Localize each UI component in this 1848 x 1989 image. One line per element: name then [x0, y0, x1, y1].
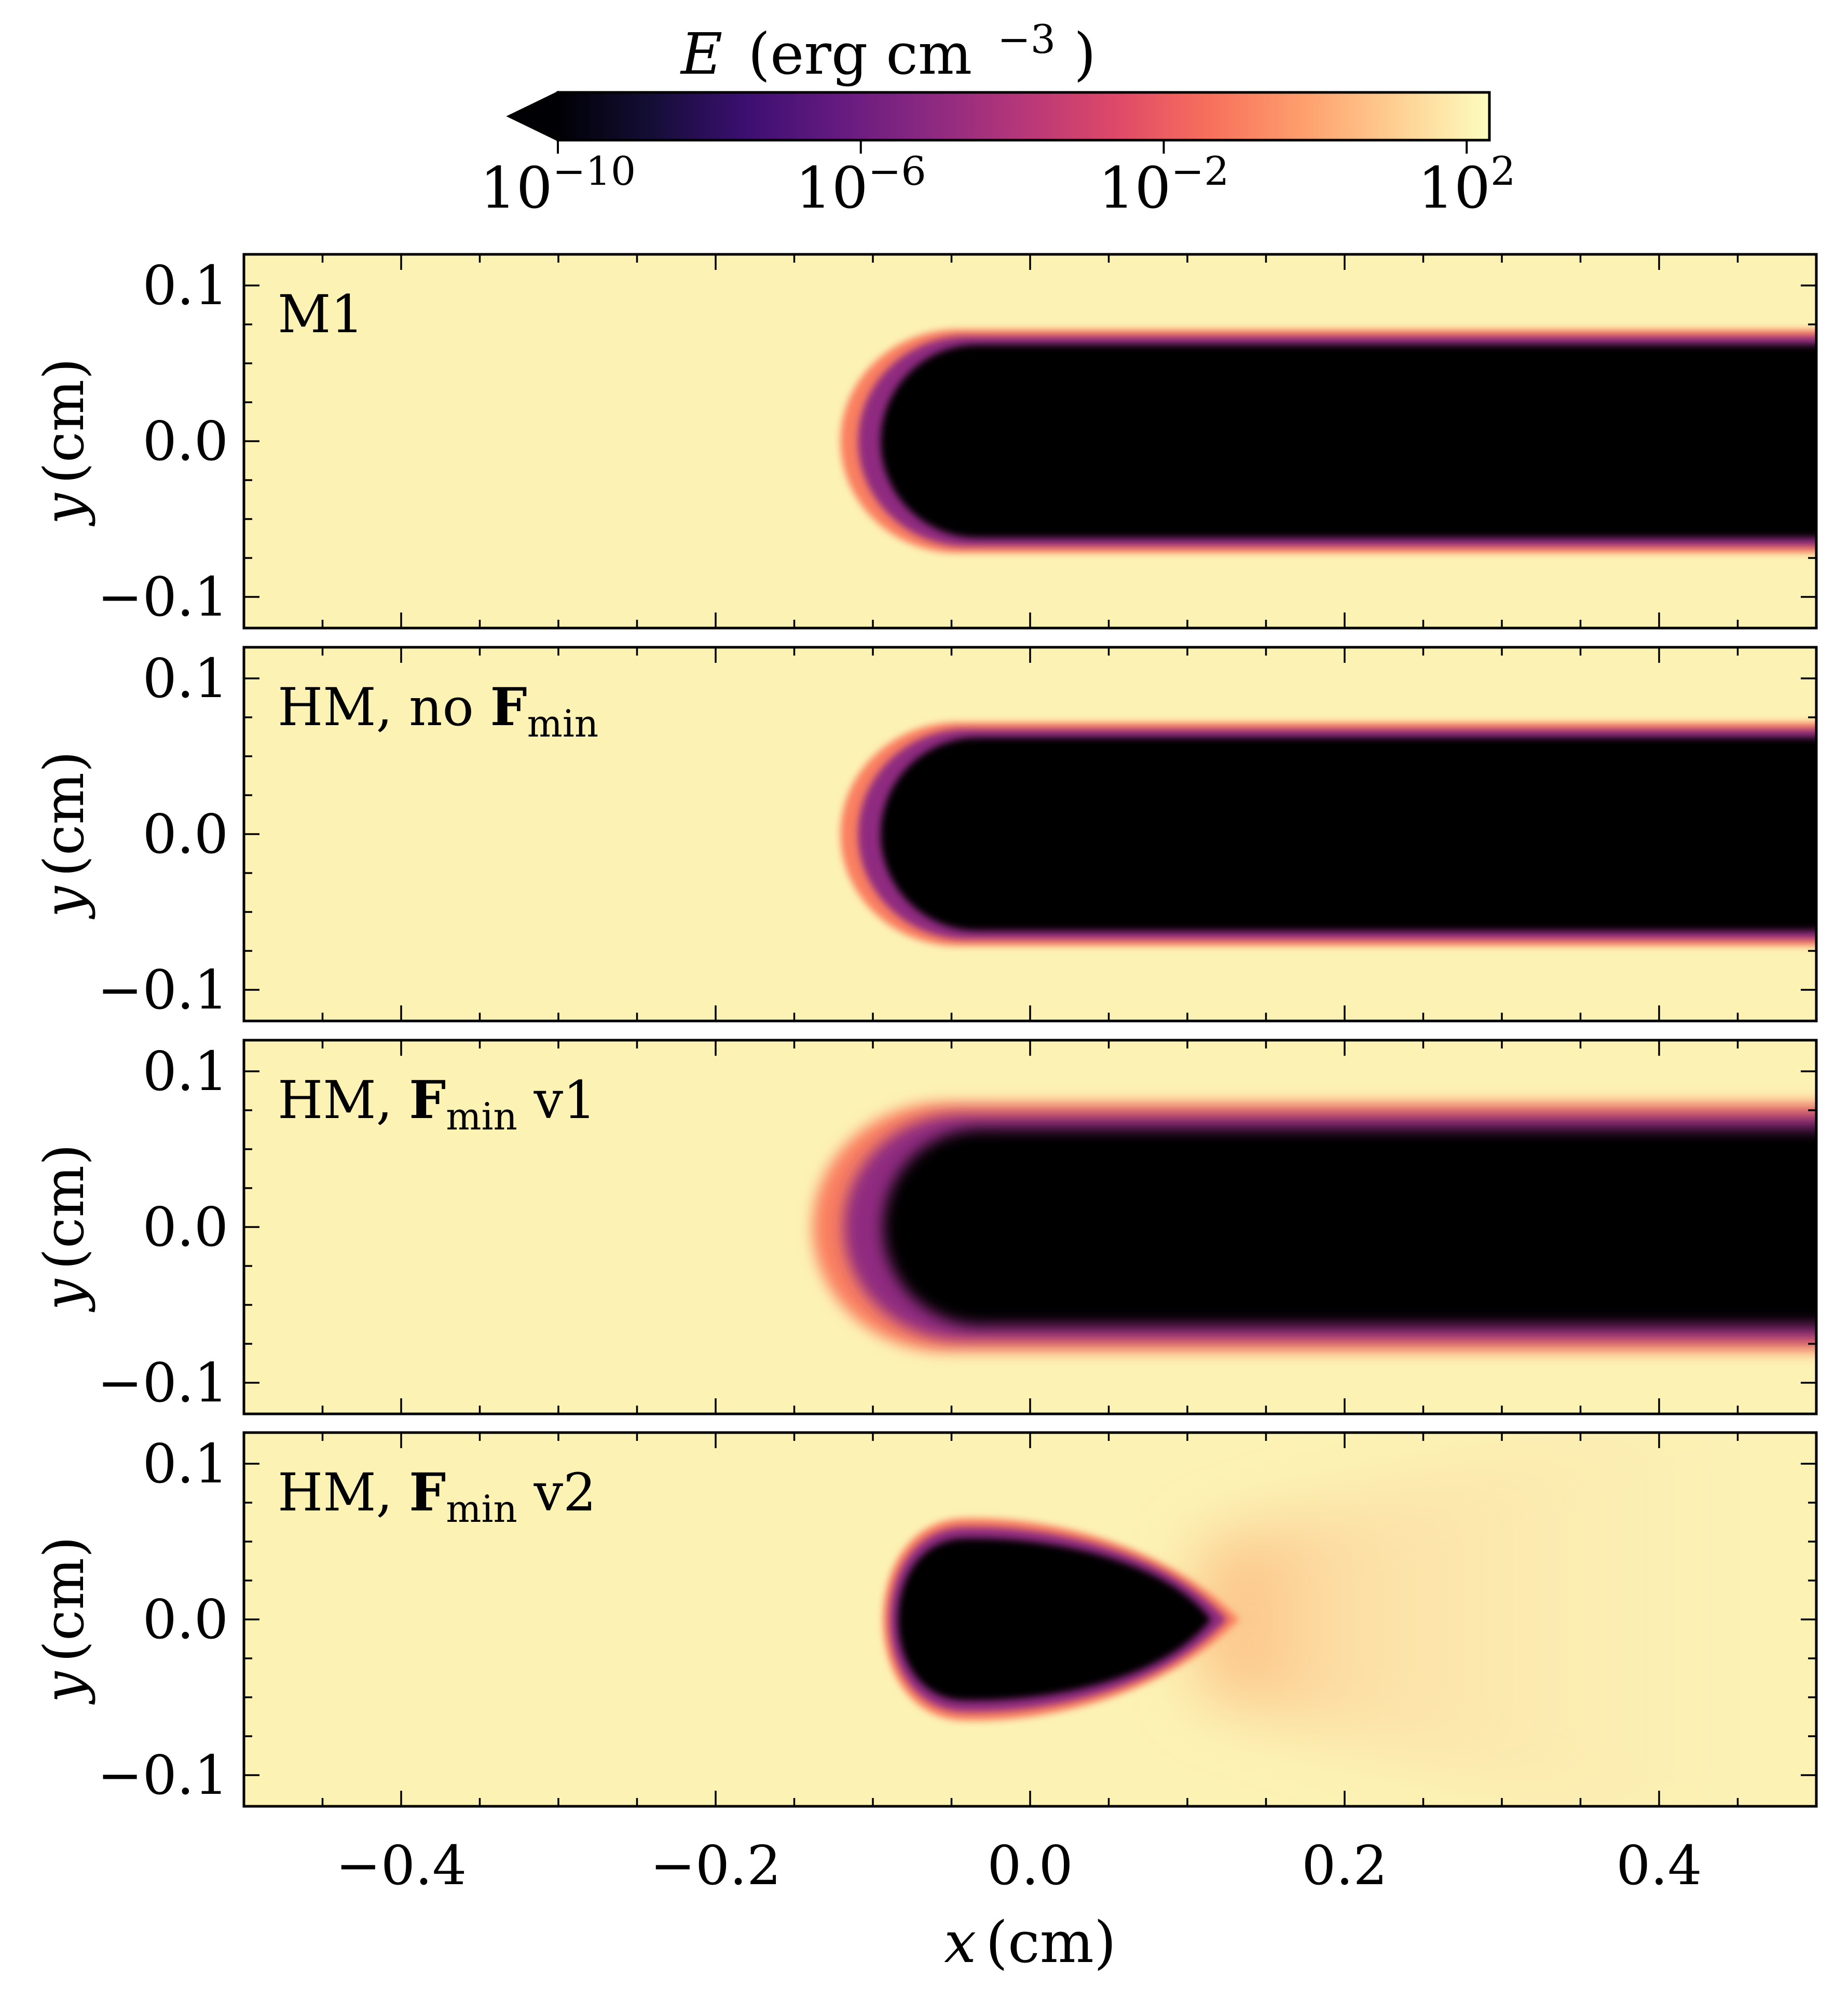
y-axis-label-2: y (cm) [32, 751, 96, 919]
panel-label-sub: min [527, 702, 599, 745]
panel-label-text: M1 [278, 284, 364, 345]
colorbar-label-exp: −3 [997, 16, 1056, 62]
panels: 0.1 0.0 −0.1 y (cm) M1 0.1 0.0 −0.1 y (cm) HM, no F… [32, 253, 1818, 1808]
y-tick-label-2-1: 0.0 [143, 802, 228, 866]
colorbar-tick-label-2: 10−2 [1098, 148, 1229, 221]
panel-label-3: HM, Fmin v1 [278, 1069, 596, 1138]
x-tick-label-4: 0.4 [1616, 1834, 1702, 1897]
colorbar-label-close: ) [1074, 21, 1096, 87]
y-tick-label-4-1: 0.0 [143, 1588, 228, 1651]
y-tick-label-2-0: 0.1 [143, 647, 228, 710]
colorbar-tick-base-1: 10 [796, 155, 868, 221]
y-axis-label-unit: (cm) [32, 1536, 96, 1663]
x-axis-label-var: x [944, 1909, 976, 1976]
panel-plot-area-1 [244, 254, 1816, 628]
y-tick-label-3-1: 0.0 [143, 1195, 228, 1259]
y-tick-label-1-2: −0.1 [97, 565, 228, 629]
y-axis-label-var: y [32, 885, 96, 919]
colorbar-tick-exp-3: 2 [1490, 148, 1515, 194]
panel-4: 0.1 0.0 −0.1 y (cm) HM, Fmin v2 [32, 1431, 1818, 1808]
y-tick-label-3-2: −0.1 [97, 1351, 228, 1414]
colorbar-ticks: 10−10 10−6 10−2 102 [480, 140, 1515, 221]
panel-plot-area-4 [244, 1433, 1816, 1806]
x-tick-label-1: −0.2 [650, 1834, 782, 1897]
panel-label-bold: F [409, 1069, 446, 1130]
y-tick-label-4-2: −0.1 [97, 1743, 228, 1807]
panel-label-post: v1 [517, 1070, 596, 1130]
panel-label-4: HM, Fmin v2 [278, 1462, 596, 1531]
shadow-tail-4 [1200, 1433, 1785, 1806]
colorbar-tick-base-0: 10 [480, 155, 553, 221]
y-axis-label-var: y [32, 1671, 96, 1705]
panel-ticks-2 [243, 647, 1817, 1021]
panel-label-text: HM, [278, 1462, 409, 1523]
y-tick-label-1-1: 0.0 [143, 410, 228, 473]
panel-label-text: HM, no [278, 677, 490, 738]
y-axis-label-var: y [32, 493, 96, 526]
panel-label-text: HM, [278, 1070, 409, 1130]
colorbar-label-unit: (erg cm [748, 21, 972, 87]
x-axis: −0.4 −0.2 0.0 0.2 0.4 x (cm) [336, 1834, 1702, 1976]
y-axis-label-unit: (cm) [32, 358, 96, 484]
panel-label-post: v2 [517, 1462, 596, 1523]
panel-plot-area-3 [244, 1040, 1816, 1414]
colorbar-label: E (erg cm −3 ) [680, 0, 1096, 87]
panel-2: 0.1 0.0 −0.1 y (cm) HM, no Fmin [32, 646, 1818, 1023]
y-tick-label-2-2: −0.1 [97, 958, 228, 1021]
panel-label-sub: min [446, 1487, 517, 1531]
shadow-core-2 [881, 738, 1816, 931]
y-tick-label-1-0: 0.1 [143, 254, 228, 317]
y-tick-label-3-0: 0.1 [143, 1040, 228, 1103]
y-tick-label-4-0: 0.1 [143, 1432, 228, 1495]
colorbar-gradient [556, 91, 1491, 142]
x-tick-label-0: −0.4 [336, 1834, 467, 1897]
shadow-core-4 [898, 1538, 1211, 1701]
panel-label-1: M1 [278, 284, 364, 345]
y-axis-label-var: y [32, 1278, 96, 1312]
panel-label-bold: F [409, 1462, 446, 1523]
colorbar-tick-exp-2: −2 [1171, 148, 1229, 194]
y-axis-label-3: y (cm) [32, 1144, 96, 1312]
y-axis-label-4: y (cm) [32, 1536, 96, 1705]
colorbar-tick-exp-0: −10 [553, 148, 636, 194]
panel-ticks-3 [243, 1040, 1817, 1414]
panel-label-bold: F [490, 676, 527, 738]
panel-ticks-1 [243, 254, 1817, 628]
x-axis-label-unit: (cm) [985, 1909, 1116, 1976]
colorbar-tick-label-3: 102 [1418, 148, 1515, 221]
panel-label-sub: min [446, 1095, 517, 1138]
y-axis-label-1: y (cm) [32, 358, 96, 526]
panel-plot-area-2 [244, 647, 1816, 1021]
colorbar-extend-arrow [506, 90, 559, 142]
colorbar-tick-exp-1: −6 [868, 148, 926, 194]
panel-3: 0.1 0.0 −0.1 y (cm) HM, Fmin v1 [32, 1039, 1818, 1415]
colorbar-tick-base-2: 10 [1098, 155, 1171, 221]
x-tick-label-3: 0.2 [1302, 1834, 1387, 1897]
shadow-core-1 [881, 345, 1816, 538]
x-axis-label: x (cm) [944, 1909, 1116, 1976]
colorbar-tick-label-0: 10−10 [480, 148, 636, 221]
colorbar-tick-base-3: 10 [1418, 155, 1490, 221]
x-tick-label-2: 0.0 [987, 1834, 1073, 1897]
colorbar: E (erg cm −3 ) 10−10 10−6 10−2 102 [480, 0, 1516, 221]
panel-label-2: HM, no Fmin [278, 676, 598, 745]
y-axis-label-unit: (cm) [32, 1144, 96, 1270]
colorbar-tick-label-1: 10−6 [796, 148, 926, 221]
panel-1: 0.1 0.0 −0.1 y (cm) M1 [32, 253, 1818, 630]
y-axis-label-unit: (cm) [32, 751, 96, 877]
colorbar-label-var: E [680, 21, 722, 87]
panel-ticks-4 [243, 1433, 1817, 1806]
shadow-core-3 [883, 1129, 1816, 1325]
